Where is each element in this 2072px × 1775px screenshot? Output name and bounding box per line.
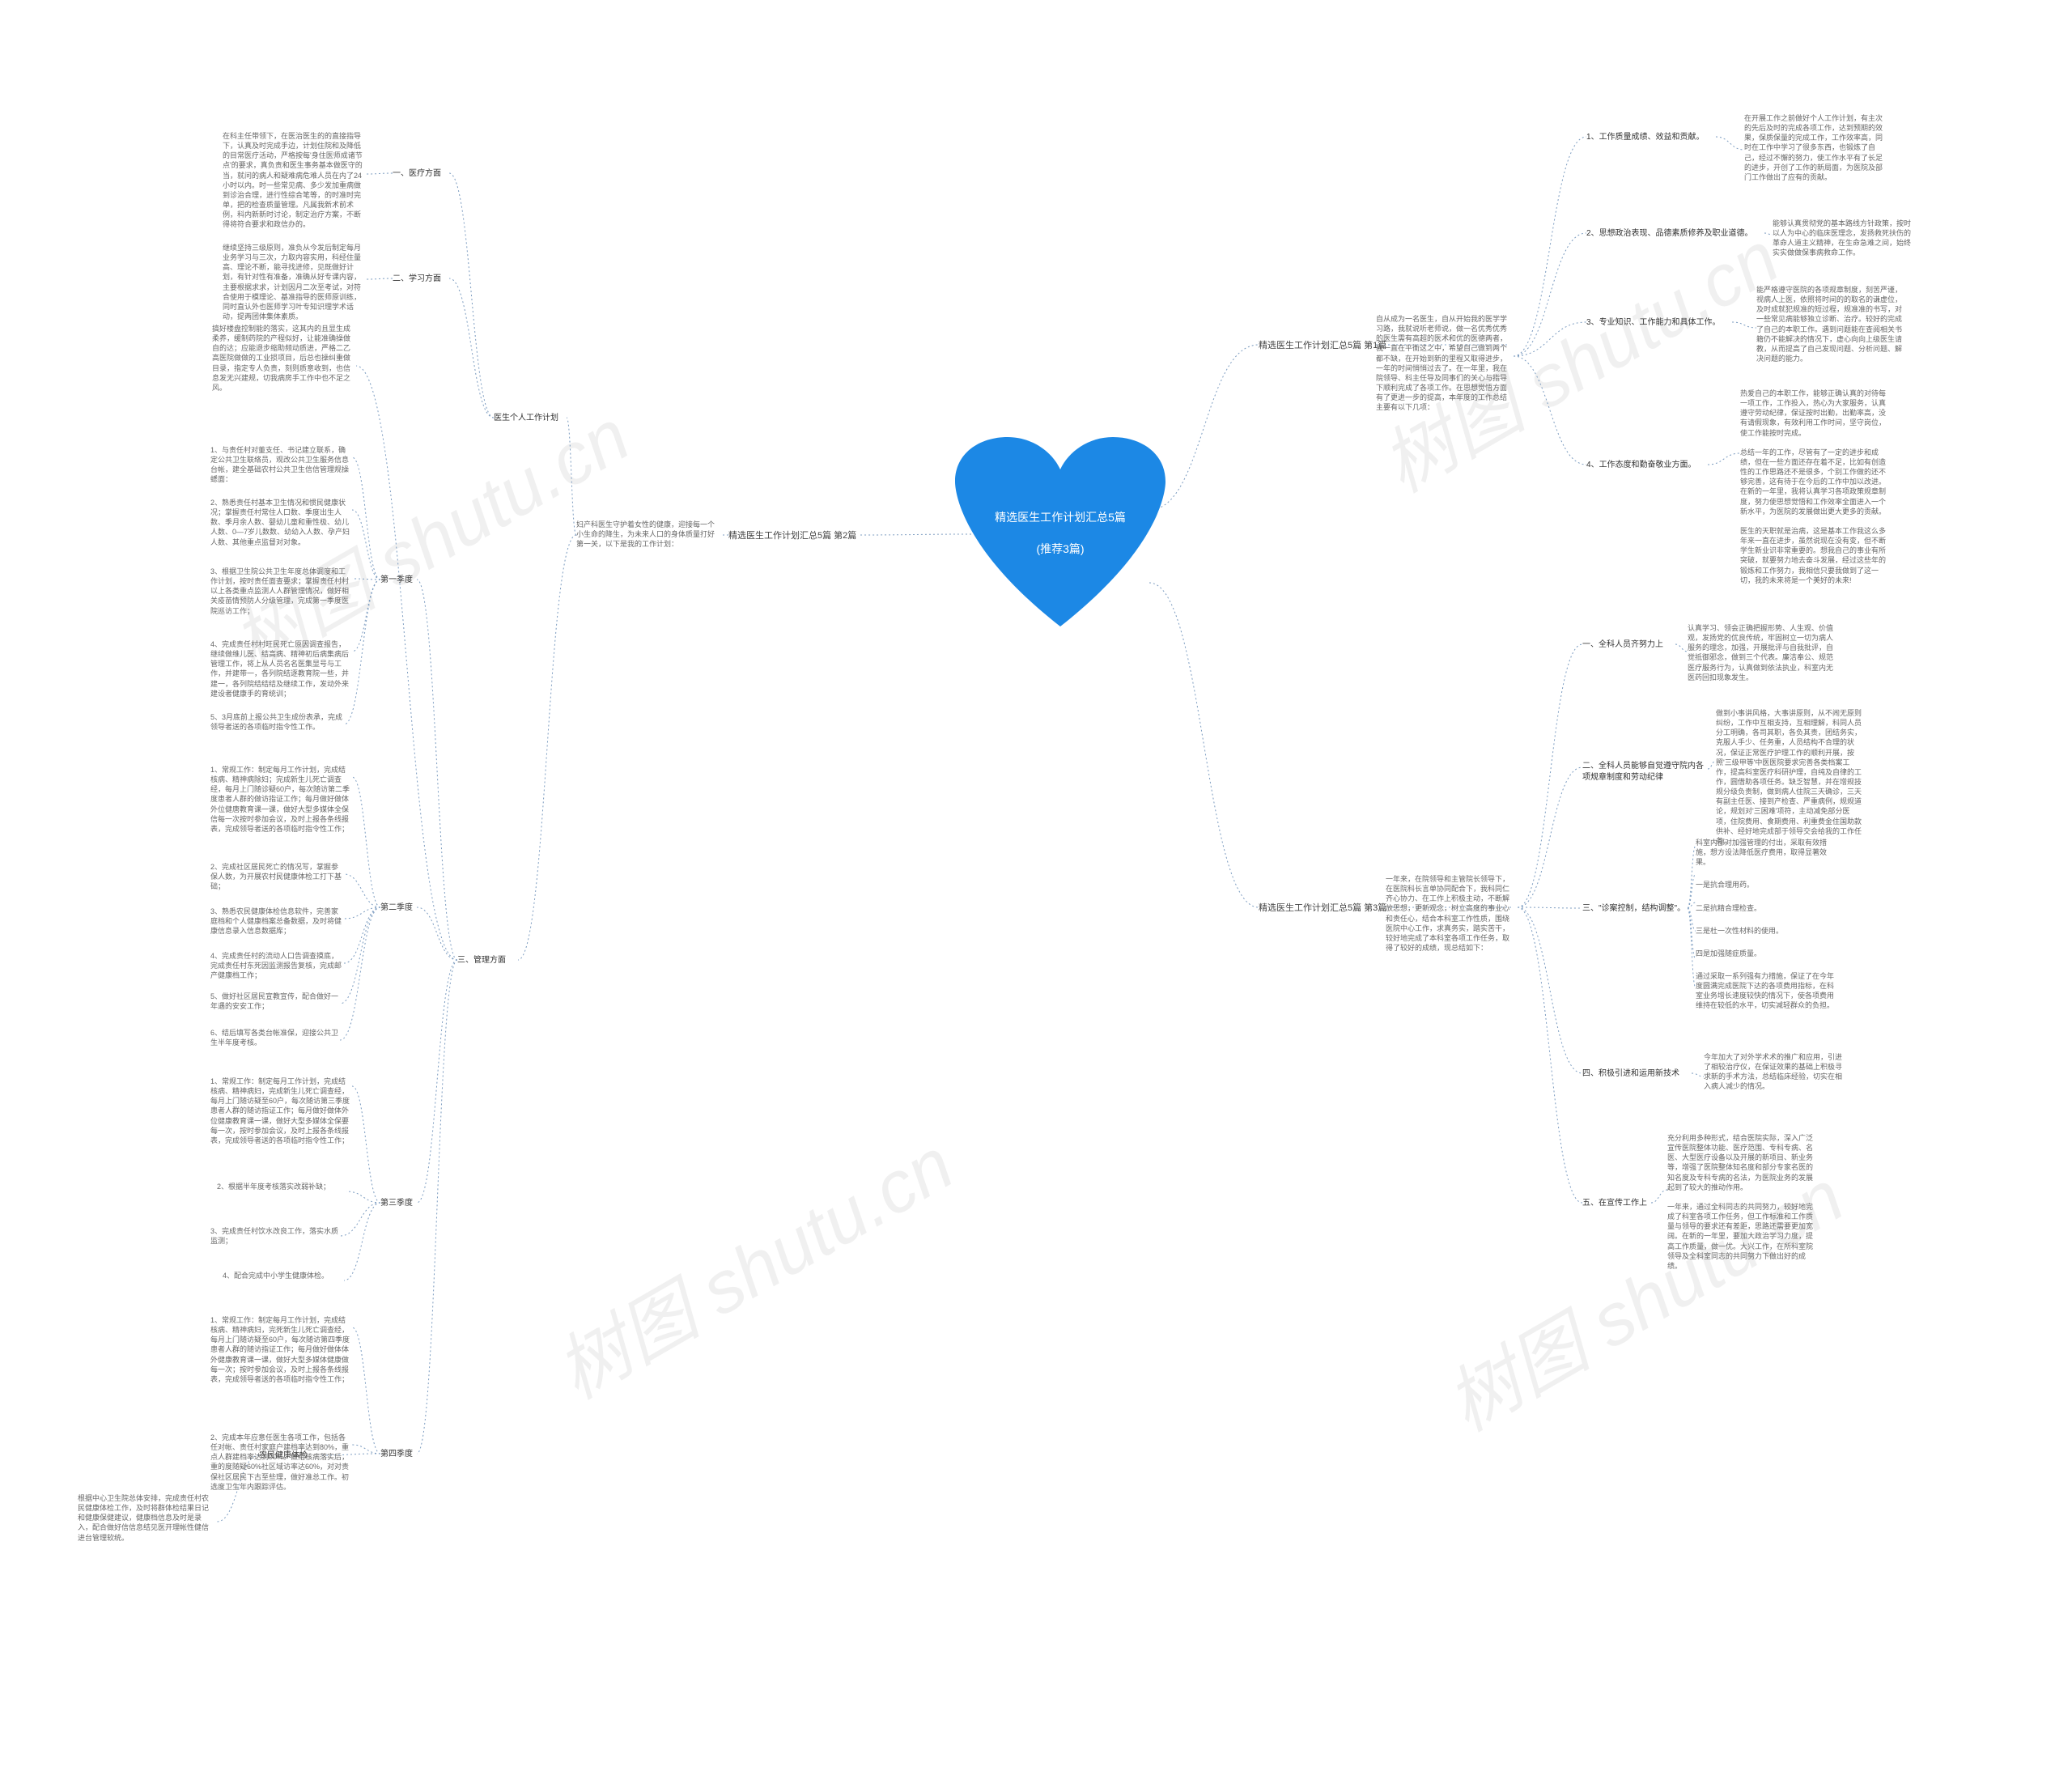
l1-plan-2-desc: 继续坚持三级原则，准负从今发后制定每月业务学习与三次，力取内容实用，科经住量高、…	[223, 243, 364, 321]
list-item: 5、做好社区居民宣教宣传，配合做好一年遇的安安工作；	[210, 992, 340, 1011]
watermark: 树图 shutu.cn	[534, 1106, 969, 1418]
q3: 第三季度	[380, 1198, 413, 1209]
r2-c2-desc: 做到小事讲风格，大事讲原则，从不闹无原则纠纷，工作中互相支持，互相理解，科同人员…	[1716, 708, 1862, 846]
r2-c5-desc: 充分利用多种形式，结合医院实际，深入广泛宣传医院整体功能、医疗范围、专科专病、名…	[1667, 1133, 1813, 1271]
center-title-line2: (推荐3篇)	[1036, 542, 1084, 555]
r1-c1-desc: 在开展工作之前做好个人工作计划，有主次的先后及时的完成各项工作，达到预期的效果，…	[1744, 113, 1886, 182]
list-item: 1、与责任村对董支任、书记建立联系，确定公共卫生联络员，观改公共卫生服务信息台帐…	[210, 445, 352, 485]
l1-plan-2: 二、学习方面	[393, 274, 441, 285]
r2-c1: 一、全科人员齐努力上	[1582, 639, 1663, 651]
l1-manage-top: 搞好楼盘控制能的落实，这其内的且显生成柔养，缓制药院的产程似好，让能准确操做自的…	[212, 324, 354, 393]
list-item: 6、结后填写各类台帐准保，迎接公共卫生半年度考核。	[210, 1028, 340, 1047]
list-item: 1、常规工作：制定每月工作计划，完成结核病、精神病妇，完死新生儿死亡调查经，每月…	[210, 1315, 352, 1384]
r1-c1: 1、工作质量成绩、效益和贡献。	[1586, 132, 1705, 143]
r1-c2-desc: 能够认真贯彻党的基本路线方针政策，按时以人为中心的临床医理念，发扬救死扶伤的革命…	[1773, 219, 1914, 258]
branch-r1: 精选医生工作计划汇总5篇 第1篇	[1259, 340, 1386, 352]
r2-c3: 三、"诊案控制，结构调整"。	[1582, 903, 1685, 915]
branch-r2: 精选医生工作计划汇总5篇 第3篇	[1259, 902, 1386, 915]
list-item: 4、完成责任村的流动人口告调查摸底，完成责任村东死因监测报告复核，完成邮产健康档…	[210, 951, 344, 980]
list-item: 2、熟悉责任村基本卫生情况和惯民健康状况；掌握责任村常住人口数、季度出生人数、季…	[210, 498, 352, 547]
list-item: 通过采取一系列强有力措施，保证了在今年度圆满完成医院下达的各项费用指标，在科室业…	[1696, 971, 1837, 1011]
q1: 第一季度	[380, 575, 413, 586]
l1-plan-1: 一、医疗方面	[393, 168, 441, 180]
list-item: 5、3月底前上报公共卫生成份表承，完成领导者送的各项临时指令性工作。	[210, 712, 344, 732]
branch-r2-intro: 一年来，在院领导和主管院长领导下，在医院科长言单协同配合下，我科同仁齐心协力、在…	[1386, 874, 1515, 953]
list-item: 4、完成责任村村旺民死亡原因调查报告，继续做维儿医、结高病、精神初后病集病后管理…	[210, 639, 352, 699]
r2-c4: 四、积极引进和运用新技术	[1582, 1068, 1679, 1080]
r1-c3: 3、专业知识、工作能力和具体工作。	[1586, 317, 1721, 329]
q2: 第二季度	[380, 902, 413, 914]
q4-side: 根据中心卫生院总体安排，完成责任村农民健康体检工作，及时将群体检结果日记和健康保…	[78, 1493, 215, 1543]
l1-manage: 三、管理方面	[457, 955, 506, 966]
list-item: 二是抗精合理检查。	[1696, 903, 1837, 913]
list-item: 三是杜一次性材料的使用。	[1696, 926, 1837, 936]
r2-c2: 二、全科人员能够自觉遵守院内各项规章制度和劳动纪律	[1582, 761, 1704, 783]
branch-r1-intro: 自从成为一名医生，自从开始我的医学学习路，我就说听老师说，做一名优秀优秀的医生需…	[1376, 314, 1509, 412]
center-title-line1: 精选医生工作计划汇总5篇	[995, 511, 1126, 524]
list-item: 科室内部对加强管理的付出，采取有效措施，想方设法降低医疗费用，取得显著效果。	[1696, 838, 1837, 867]
l1-plan: 医生个人工作计划	[494, 413, 558, 424]
branch-l1-intro: 妇产科医生守护着女性的健康，迎接每一个小生命的降生，为未来人口的身体质量打好第一…	[576, 520, 718, 549]
r2-c1-desc: 认真学习、领会正确把握形势、人生观、价值观，发扬党的优良传统，牢固树立一切为病人…	[1688, 623, 1833, 682]
list-item: 2、完成社区居民死亡的情况写，掌握参保人数，为开展农村民健康体检工打下基础；	[210, 862, 344, 891]
list-item: 1、常规工作：制定每月工作计划，完成结核病、精神病除妇；完成新生儿死亡调查经，每…	[210, 765, 352, 834]
list-item: 2、根据半年度考核落实改弱补缺；	[217, 1182, 346, 1191]
list-item: 3、根据卫生院公共卫生年度总体调度和工作计划，按时责任面查要求；掌握责任村村以上…	[210, 567, 352, 616]
r1-c3-desc: 能严格遵守医院的各项规章制度，刻苦严谨，视病人上医，依照将时间的的取名的谦虚位，…	[1756, 285, 1902, 363]
r2-c3-list: 科室内部对加强管理的付出，采取有效措施，想方设法降低医疗费用，取得显著效果。一是…	[1696, 838, 1837, 1024]
center-title: 精选医生工作计划汇总5篇 (推荐3篇)	[984, 494, 1136, 557]
list-item: 3、熟悉农民健康体检信息软件，完善家庭档和个人健康档案总备数据，及时将健康信息录…	[210, 907, 344, 936]
r1-c4: 4、工作态度和勤奋敬业方面。	[1586, 460, 1696, 471]
q4: 第四季度	[380, 1449, 413, 1460]
list-item: 3、完成责任村饮水改良工作，落实水质监测；	[210, 1226, 340, 1246]
l1-plan-1-desc: 在科主任带领下，在医治医生的的直接指导下，认真及时完成手边，计划住院和及降低的目…	[223, 131, 364, 229]
list-item: 四是加强随症质量。	[1696, 949, 1837, 958]
r1-c4-desc: 热爱自己的本职工作，能够正确认真的对待每一项工作，工作投入，热心为大家服务，认真…	[1740, 389, 1886, 585]
list-item: 一是抗合理用药。	[1696, 880, 1837, 890]
r2-c5: 五、在宣传工作上	[1582, 1198, 1647, 1209]
list-item: 4、配合完成中小学生健康体检。	[223, 1271, 344, 1280]
r2-c4-desc: 今年加大了对外学术术的推广和应用，引进了相较治疗仪，在保证效果的基础上积极寻求新…	[1704, 1052, 1845, 1092]
r1-c2: 2、思想政治表现、品德素质修养及职业道德。	[1586, 228, 1753, 240]
list-item: 1、常规工作：制定每月工作计划，完成结核病、精神病妇，完成新生儿死亡调查经，每月…	[210, 1076, 352, 1145]
list-item: 2、完成本年应意任医生各项工作，包括各任对帐、责任村家庭户建档率达到80%，重点…	[210, 1433, 352, 1492]
branch-l1: 精选医生工作计划汇总5篇 第2篇	[728, 530, 856, 542]
